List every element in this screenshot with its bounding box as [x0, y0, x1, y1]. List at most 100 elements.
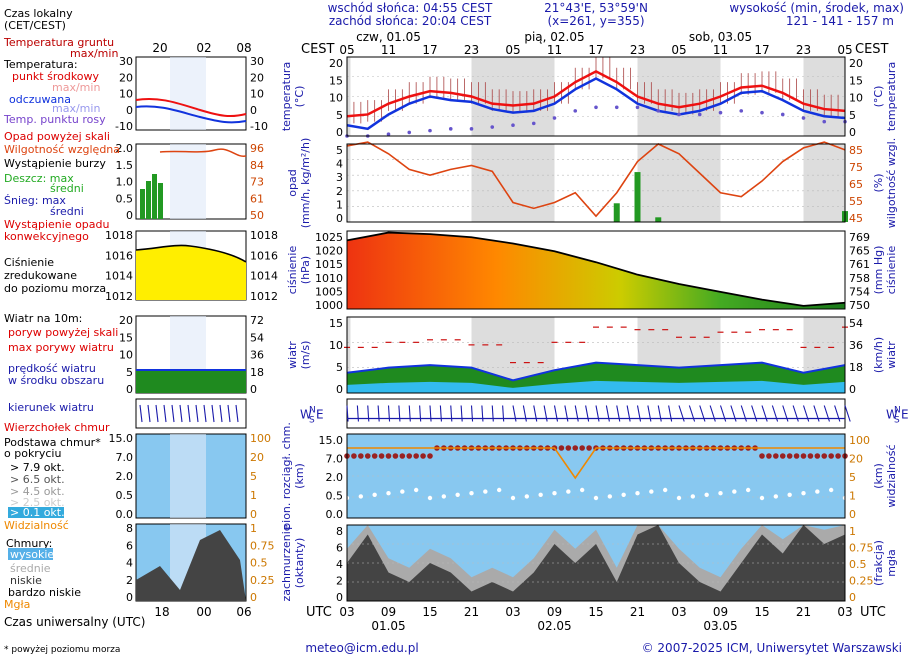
- legend-right-tick: 73: [250, 176, 264, 189]
- legend-cover-high: wysokie: [10, 548, 54, 561]
- legend-okt-65: > 6.5 okt.: [10, 473, 65, 486]
- precip-left-tick: 4: [336, 158, 343, 171]
- legend-night-band: [170, 434, 206, 518]
- temp-right-tick: 0: [849, 126, 856, 139]
- pressure-left-tick: 1025: [315, 231, 343, 244]
- humidity-right-tick: 45: [849, 212, 863, 225]
- legend-local-tick: 02: [196, 41, 211, 55]
- legend-utc-tick: 00: [196, 605, 211, 619]
- cloud-base-dot: [469, 491, 474, 496]
- humidity-axis-title: wilgotność wzgl.: [885, 138, 898, 228]
- legend-left-tick: 0.5: [116, 489, 134, 502]
- legend-felt: odczuwana: [9, 93, 71, 106]
- precip-left-tick: 0: [336, 212, 343, 225]
- legend-left-tick: 8: [126, 522, 133, 535]
- cloud-base-dot: [649, 489, 654, 494]
- legend-right-tick: 1012: [250, 290, 278, 303]
- pressure-left-tick: 1000: [315, 299, 343, 312]
- bottom-hour-label: 15: [588, 605, 603, 619]
- dew-point-dot: [801, 116, 806, 120]
- cloud-top-dot: [371, 453, 378, 459]
- legend-dew: Temp. punktu rosy: [3, 113, 106, 126]
- cloud-top-dot: [773, 453, 779, 459]
- legend-okt-25: > 2.5 okt.: [10, 496, 65, 509]
- cloud-base-dot: [455, 492, 460, 497]
- temp-left-tick: 0: [336, 126, 343, 139]
- precip-left-tick: 3: [336, 171, 343, 184]
- cloud-top-dot: [800, 453, 807, 459]
- temp-right-tick: 20: [849, 57, 863, 70]
- legend-rain-max: Deszcz: max: [4, 172, 74, 185]
- temperature-axis-title-right: (°C): [872, 86, 885, 108]
- legend-right-tick: 0.75: [250, 539, 275, 552]
- legend-right-tick: 0: [250, 383, 257, 396]
- cloud-cover-frame: [346, 524, 846, 602]
- legend-panel-clouds: 15.0 7.0 2.0 0.5 0.0 100 20 5 1 0: [109, 432, 272, 521]
- dew-point-dot: [656, 109, 661, 113]
- dew-point-dot: [594, 105, 598, 110]
- legend-left-tick: 30: [119, 55, 133, 68]
- wind-right-tick: 18: [849, 361, 863, 374]
- rain-bar: [655, 217, 662, 222]
- legend-pressure-line2: zredukowane: [4, 269, 77, 282]
- visibility-line: [347, 447, 845, 480]
- legend-precip-above: Opad powyżej skali: [4, 130, 110, 143]
- visibility-right-tick: 1: [849, 490, 856, 503]
- cloud-top-dot: [759, 453, 765, 459]
- rain-bar: [613, 203, 620, 222]
- dew-point-dot: [822, 119, 827, 124]
- temp-left-tick: 20: [329, 57, 343, 70]
- legend-wind-speed: prędkość wiatru w środku obszaru: [8, 362, 104, 387]
- legend-cover-vlow: bardzo niskie: [8, 586, 81, 599]
- pressure-line: [346, 231, 846, 307]
- legend-right-tick: 84: [250, 159, 264, 172]
- top-hour-label: 23: [796, 43, 811, 57]
- cloud-top-dot: [558, 445, 565, 451]
- legend-wind-arrow: [195, 404, 199, 423]
- legend-humidity: Wilgotność względna: [4, 143, 120, 156]
- pressure-right-tick: 758: [849, 272, 870, 285]
- legend-occurrence-line2: konwekcyjnego: [4, 230, 89, 243]
- cloud-base-dot: [358, 494, 364, 499]
- local-time-label: Czas lokalny (CET/CEST): [4, 7, 76, 32]
- cloud-top-dot: [351, 453, 357, 459]
- pressure-right-tick: 750: [849, 299, 870, 312]
- legend-right-tick: 100: [250, 432, 271, 445]
- cloud-top-dot: [420, 453, 426, 459]
- dew-point-dot: [614, 105, 619, 110]
- cloud-top-dot: [413, 453, 419, 459]
- legend-pressure-line: [135, 244, 247, 263]
- legend-left-tick: 0: [126, 104, 133, 117]
- humidity-right-tick: 55: [849, 195, 863, 208]
- pressure-axis-title: ciśnienie: [286, 246, 299, 295]
- wind-direction-panel: WNS E WNS E: [300, 398, 909, 429]
- coords-text: 21°43'E, 53°59'N: [544, 1, 648, 15]
- cloud-top-dot: [586, 445, 592, 451]
- legend-right-tick: 0: [250, 104, 257, 117]
- legend-okt-79: > 7.9 okt.: [10, 461, 65, 474]
- bottom-hour-label: 03: [339, 605, 354, 619]
- top-hour-label: 05: [339, 43, 354, 57]
- legend-left-tick: 0: [126, 383, 133, 396]
- cloud-base-dot: [552, 491, 557, 496]
- cloud-left-tick: 15.0: [319, 434, 344, 447]
- legend-felt-maxmin: max/min: [52, 102, 100, 115]
- legend-occurrence: Wystąpienie opadu konwekcyjnego: [4, 218, 113, 243]
- cloud-base-dot: [413, 487, 419, 493]
- legend-rain-bar: [146, 181, 151, 219]
- cloud-base-dot: [787, 492, 792, 497]
- legend-right-tick: 10: [250, 88, 264, 101]
- top-hour-label: 05: [505, 43, 520, 57]
- local-time-line2: (CET/CEST): [4, 19, 66, 32]
- dew-point-dot: [760, 110, 764, 115]
- rain-bar: [634, 172, 641, 222]
- legend-pressure: Ciśnienie zredukowane do poziomu morza: [4, 256, 106, 295]
- pressure-left-tick: 1015: [315, 258, 343, 271]
- top-day-label: czw, 01.05: [356, 30, 421, 44]
- cloud-axis-title: pion. rozciągł. chm.: [280, 422, 293, 530]
- humidity-right-tick: 85: [849, 144, 863, 157]
- legend-right-tick: 0.25: [250, 574, 275, 587]
- compass-n: N: [309, 406, 316, 416]
